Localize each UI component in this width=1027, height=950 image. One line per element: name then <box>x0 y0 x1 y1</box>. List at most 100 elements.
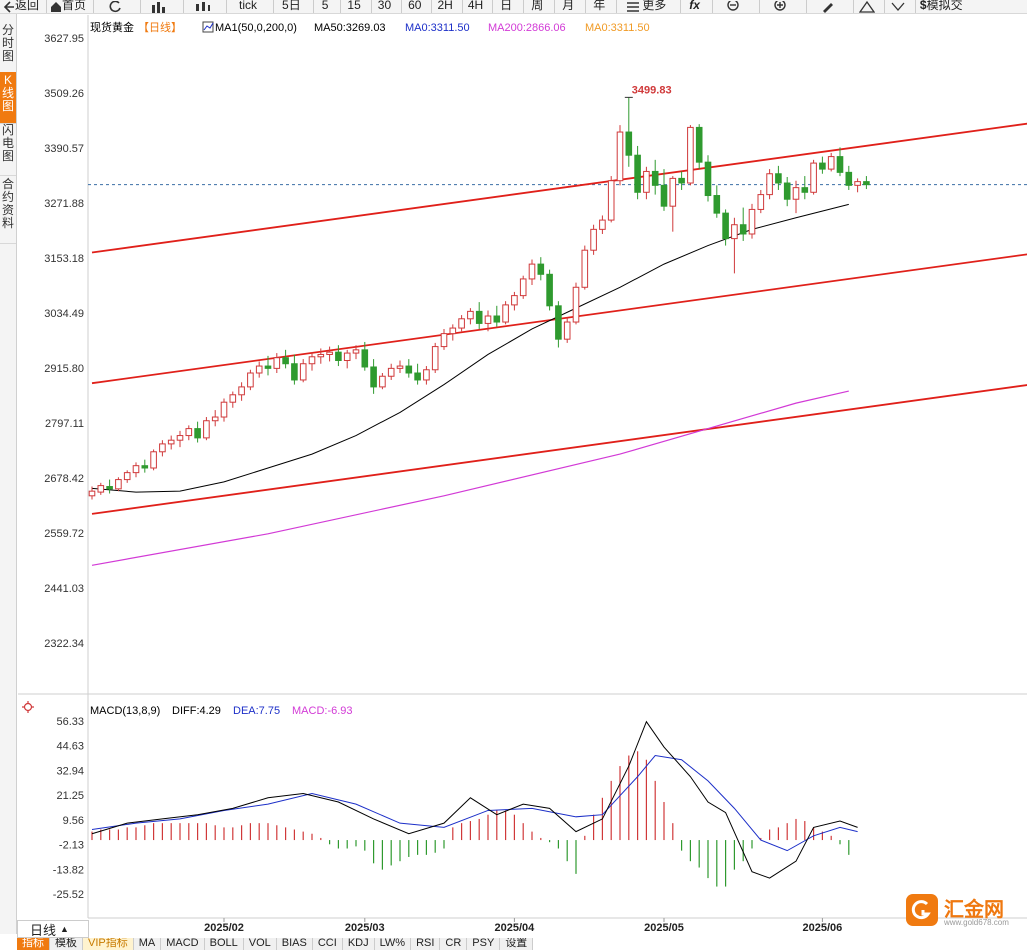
period-selector[interactable]: 日线 ▲ <box>17 920 89 938</box>
draw-triangle-button[interactable] <box>852 0 880 13</box>
candle[interactable] <box>722 209 729 246</box>
dropdown-button[interactable] <box>883 0 911 13</box>
btab-template[interactable]: 模板 <box>50 938 83 950</box>
candle[interactable] <box>255 361 263 378</box>
candle[interactable] <box>299 359 307 383</box>
tick-button[interactable]: tick <box>226 0 269 13</box>
btab-macd[interactable]: MACD <box>161 938 205 950</box>
more-button[interactable]: 更多 <box>616 0 676 13</box>
side-tab-contract[interactable]: 合约资料 <box>0 176 16 244</box>
candle[interactable] <box>634 145 641 200</box>
period-4h[interactable]: 4H <box>461 0 488 13</box>
candle[interactable] <box>326 346 333 362</box>
candle[interactable] <box>546 269 553 311</box>
btab-rsi[interactable]: RSI <box>411 938 441 950</box>
candle[interactable] <box>607 176 615 223</box>
zoom-out-button[interactable] <box>711 0 755 13</box>
candle[interactable] <box>405 359 413 378</box>
simulate-trade-button[interactable]: $ 模拟交 <box>914 0 967 13</box>
refresh-button[interactable] <box>93 0 136 13</box>
btab-boll[interactable]: BOLL <box>204 938 244 950</box>
btab-ma[interactable]: MA <box>133 938 162 950</box>
candle[interactable] <box>291 354 298 385</box>
candle[interactable] <box>502 301 509 325</box>
candle[interactable] <box>370 359 377 394</box>
candle[interactable] <box>106 479 113 494</box>
candle[interactable] <box>335 345 342 367</box>
candle[interactable] <box>590 224 597 255</box>
candle[interactable] <box>352 345 360 360</box>
candle[interactable] <box>704 155 712 202</box>
candle[interactable] <box>801 176 809 200</box>
macd-settings-icon[interactable] <box>22 701 34 713</box>
period-2h[interactable]: 2H <box>431 0 457 13</box>
candle[interactable] <box>563 317 571 343</box>
candle[interactable] <box>159 440 166 457</box>
candle[interactable] <box>167 435 175 450</box>
candle[interactable] <box>185 425 193 441</box>
candle[interactable] <box>150 449 157 471</box>
period-week[interactable]: 周 <box>523 0 550 13</box>
candle[interactable] <box>203 417 210 441</box>
zoom-in-button[interactable] <box>758 0 802 13</box>
candle[interactable] <box>810 159 817 195</box>
candle[interactable] <box>141 459 149 473</box>
candle[interactable] <box>519 275 527 299</box>
btab-indicators[interactable]: 指标 <box>17 938 50 950</box>
candle[interactable] <box>211 410 219 427</box>
candle[interactable] <box>282 349 289 369</box>
candle[interactable] <box>819 156 826 174</box>
ohlc-type-button[interactable] <box>183 0 222 13</box>
candle[interactable] <box>264 355 272 376</box>
period-year[interactable]: 年 <box>585 0 612 13</box>
btab-bias[interactable]: BIAS <box>276 938 313 950</box>
candle[interactable] <box>748 203 756 239</box>
candle[interactable] <box>511 291 518 311</box>
btab-cr[interactable]: CR <box>440 938 468 950</box>
period-day[interactable]: 日 <box>492 0 519 13</box>
candle[interactable] <box>458 315 465 332</box>
side-tab-timeshare[interactable]: 分时图 <box>0 22 16 74</box>
candle[interactable] <box>572 282 580 325</box>
candle[interactable] <box>766 169 773 200</box>
period-month[interactable]: 月 <box>554 0 581 13</box>
candle[interactable] <box>528 259 536 285</box>
btab-vol[interactable]: VOL <box>243 938 277 950</box>
candle[interactable] <box>863 176 870 190</box>
btab-lw[interactable]: LW% <box>374 938 412 950</box>
side-tab-flash[interactable]: 闪电图 <box>0 122 16 176</box>
candle[interactable] <box>775 165 782 190</box>
period-15[interactable]: 15 <box>340 0 366 13</box>
candle[interactable] <box>176 430 184 448</box>
draw-pen-button[interactable] <box>805 0 849 13</box>
candle[interactable] <box>616 125 624 186</box>
candle[interactable] <box>783 176 791 207</box>
candle[interactable] <box>361 341 369 371</box>
candle[interactable] <box>643 166 650 200</box>
candle[interactable] <box>387 363 395 380</box>
formula-button[interactable]: fx <box>680 0 708 13</box>
candle[interactable] <box>449 324 457 341</box>
candle[interactable] <box>467 308 474 325</box>
candle[interactable] <box>317 348 325 364</box>
candle[interactable] <box>396 360 404 374</box>
btab-settings[interactable]: 设置 <box>500 938 534 950</box>
candle[interactable] <box>194 421 201 443</box>
period-5d[interactable]: 5日 <box>273 0 309 13</box>
candle[interactable] <box>739 207 747 241</box>
candle[interactable] <box>414 363 421 385</box>
candle[interactable] <box>731 217 738 274</box>
candle[interactable] <box>845 165 853 190</box>
candle[interactable] <box>651 159 659 195</box>
btab-vip[interactable]: VIP指标 <box>83 938 134 950</box>
back-button[interactable]: 返回 <box>0 0 42 13</box>
candle-type-button[interactable] <box>140 0 179 13</box>
candle[interactable] <box>123 470 131 483</box>
candle[interactable] <box>669 176 677 232</box>
candle[interactable] <box>493 305 501 327</box>
candle[interactable] <box>695 124 703 170</box>
candle[interactable] <box>854 178 861 193</box>
candle[interactable] <box>88 486 96 500</box>
candle[interactable] <box>247 369 254 391</box>
candle[interactable] <box>431 342 439 374</box>
